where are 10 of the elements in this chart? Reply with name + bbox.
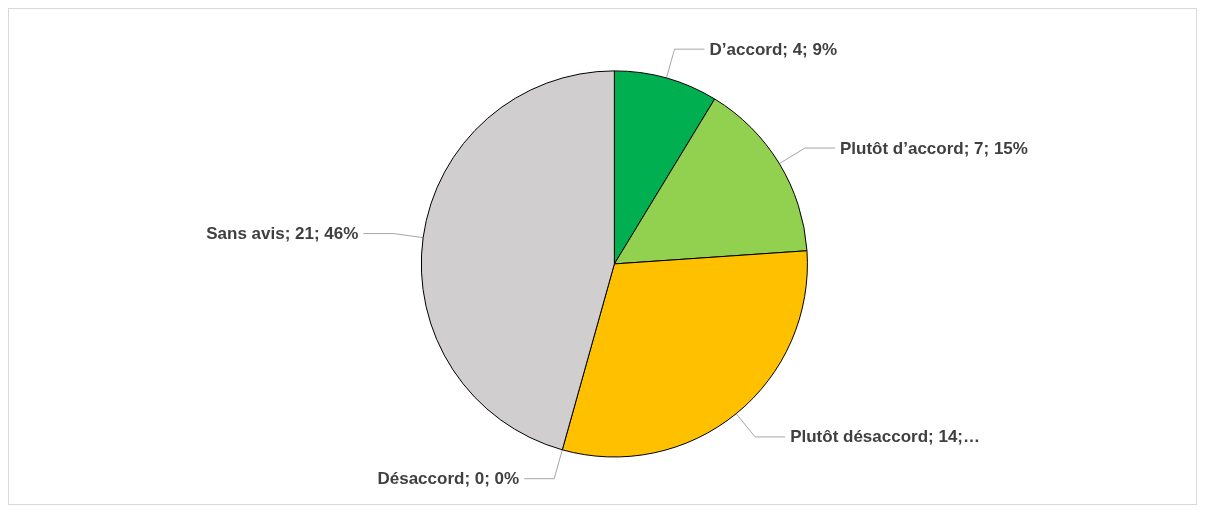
slice-label: Plutôt d’accord — [839, 138, 964, 158]
data-label: ; 4; 9% — [782, 39, 838, 59]
slice-label: D’accord — [709, 39, 783, 59]
text: ; 0; 0% — [464, 469, 520, 489]
data-label: ; 7; 15% — [963, 138, 1028, 158]
data-label: ; 14;… — [928, 427, 981, 447]
data-label: ; 21; 46% — [284, 224, 359, 244]
slice-label: Sans avis — [206, 224, 285, 244]
slice-label: Plutôt désaccord — [790, 427, 929, 447]
category-label: Désaccord — [377, 469, 465, 489]
